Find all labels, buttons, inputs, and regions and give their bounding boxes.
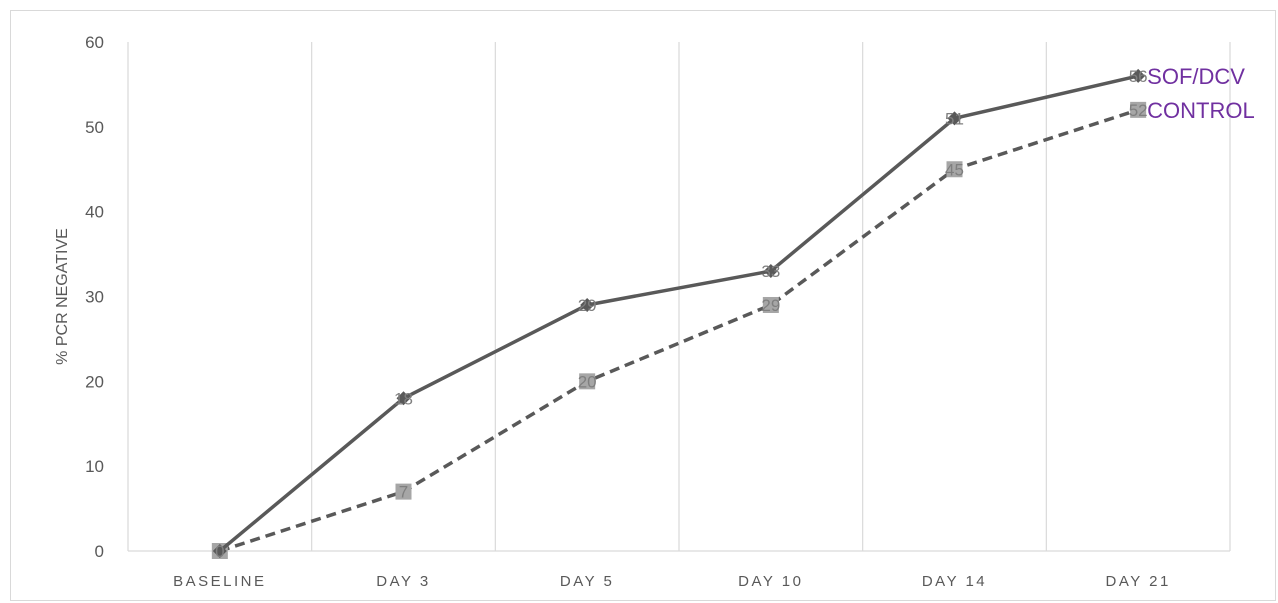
x-tick-label: DAY 3 <box>376 573 430 590</box>
data-point <box>762 296 779 313</box>
data-point <box>396 391 411 406</box>
series-sof-dcv: 0 18 29 33 51 56 SOF/DCV <box>212 64 1245 561</box>
y-tick-label: 10 <box>85 457 104 476</box>
data-label: 45 <box>945 160 964 179</box>
x-tick-label: DAY 10 <box>738 573 803 590</box>
series-line <box>218 74 1139 553</box>
x-tick-label: DAY 21 <box>1106 573 1171 590</box>
axes <box>127 42 1230 552</box>
data-point <box>580 297 595 312</box>
x-tick-label: BASELINE <box>173 573 266 590</box>
y-tick-label: 50 <box>85 118 104 137</box>
x-tick-label: DAY 5 <box>560 573 614 590</box>
series-label: SOF/DCV <box>1147 64 1245 89</box>
data-label: 20 <box>578 372 597 391</box>
x-tick-label: DAY 14 <box>922 573 987 590</box>
y-tick-label: 30 <box>85 288 104 307</box>
grid-lines <box>311 42 1231 551</box>
data-label: 33 <box>761 262 780 281</box>
data-label: 0 <box>215 542 224 561</box>
data-label: 29 <box>578 296 597 315</box>
data-label: 52 <box>1129 101 1148 120</box>
series-line <box>219 108 1139 553</box>
data-label: 56 <box>1129 67 1148 86</box>
data-point <box>395 483 412 500</box>
data-label: 18 <box>394 389 413 408</box>
data-point <box>212 544 227 558</box>
y-axis-label: % PCR NEGATIVE <box>54 228 71 365</box>
y-tick-labels: 0 10 20 30 40 50 60 <box>85 33 104 561</box>
data-label: 29 <box>761 296 780 315</box>
data-point <box>947 111 962 126</box>
chart-frame <box>10 10 1276 601</box>
data-label: 51 <box>945 109 964 128</box>
data-point <box>946 161 963 178</box>
x-tick-labels: BASELINE DAY 3 DAY 5 DAY 10 DAY 14 DAY 21 <box>173 573 1171 590</box>
y-tick-label: 20 <box>85 372 104 391</box>
y-tick-label: 0 <box>95 542 104 561</box>
data-point <box>579 373 596 390</box>
series-label: CONTROL <box>1147 98 1255 123</box>
y-tick-label: 40 <box>85 203 104 222</box>
y-tick-label: 60 <box>85 33 104 52</box>
data-point <box>1130 101 1147 118</box>
data-label: 7 <box>399 483 408 502</box>
data-point <box>763 264 778 279</box>
data-point <box>1131 68 1146 83</box>
